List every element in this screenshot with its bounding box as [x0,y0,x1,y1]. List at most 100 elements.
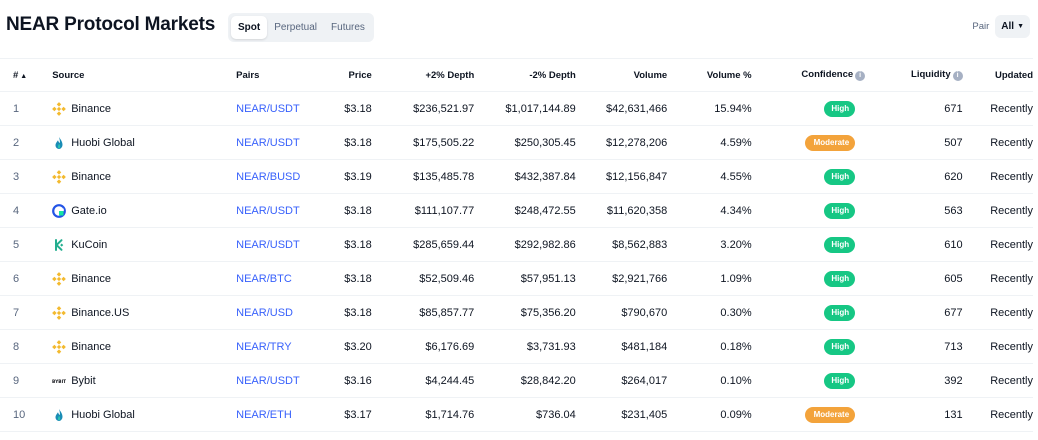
source-header[interactable]: Source [52,69,85,81]
info-icon[interactable]: i [855,71,866,81]
pair-link[interactable]: NEAR/BTC [236,272,292,285]
exchange-name[interactable]: KuCoin [71,238,108,251]
tab-perpetual[interactable]: Perpetual [274,22,318,33]
rank-cell: 4 [13,204,20,217]
pair-cell: NEAR/USD [236,296,326,330]
table-row[interactable]: 8 Binance NEAR/TRY $3.20 $6,176.69 $3,731.93 $… [0,330,1033,364]
price-cell: $3.18 [344,238,372,251]
source-cell[interactable]: Huobi Global [45,398,236,432]
updated-cell: Recently [990,170,1033,183]
source-cell[interactable]: Binance [45,330,236,364]
volume-cell: $12,278,206 [606,136,668,149]
confidence-cell: High [752,92,866,126]
updated-header[interactable]: Updated [995,69,1033,81]
exchange-name[interactable]: Huobi Global [71,136,135,149]
confidence-badge: High [824,304,856,321]
table-row[interactable]: 3 Binance NEAR/BUSD $3.19 $135,485.78 $432,38… [0,160,1033,194]
info-icon[interactable]: i [952,71,963,81]
source-cell[interactable]: Huobi Global [45,126,236,160]
liquidity-cell: 713 [944,340,963,353]
exchange-name[interactable]: Binance.US [71,306,130,319]
exchange-name[interactable]: Binance [71,272,111,285]
depth-minus-cell: $250,305.45 [514,136,576,149]
table-row[interactable]: 10 Huobi Global NEAR/ETH $3.17 $1,714.76 $736… [0,398,1033,432]
depth-minus-cell: $3,731.93 [526,340,576,353]
confidence-badge: High [824,338,856,355]
depth-plus-cell: $285,659.44 [413,238,475,251]
confidence-header[interactable]: Confidence i [752,59,866,92]
tab-futures[interactable]: Futures [331,22,365,33]
confidence-cell: High [752,228,866,262]
source-cell[interactable]: Binance [45,160,236,194]
confidence-badge: High [824,270,856,287]
pair-link[interactable]: NEAR/USDT [236,136,300,149]
source-cell[interactable]: Binance [45,92,236,126]
liquidity-header[interactable]: Liquidity i [865,59,963,92]
table-row[interactable]: 1 Binance NEAR/USDT $3.18 $236,521.97 $1,017,… [0,92,1033,126]
depth-minus-header[interactable]: -2% Depth [529,69,576,81]
table-row[interactable]: 7 Binance.US NEAR/USD $3.18 $85,857.77 $75,35… [0,296,1033,330]
volume-pct-header[interactable]: Volume % [706,69,752,81]
gateio-logo-icon [52,203,67,218]
source-cell[interactable]: BYBIT Bybit [45,364,236,398]
confidence-badge: Moderate [805,134,856,151]
updated-cell: Recently [990,340,1033,353]
table-row[interactable]: 2 Huobi Global NEAR/USDT $3.18 $175,505.22 $2… [0,126,1033,160]
depth-plus-header[interactable]: +2% Depth [425,69,475,81]
table-row[interactable]: 5 KuCoin NEAR/USDT $3.18 $285,659.44 $292,982… [0,228,1033,262]
rank-header[interactable]: # ▲ [13,69,28,81]
price-cell: $3.18 [344,136,372,149]
volume-pct-cell: 4.34% [720,204,752,217]
pair-select[interactable]: All ▼ [995,15,1030,38]
volume-pct-cell: 15.94% [714,102,752,115]
pair-link[interactable]: NEAR/USDT [236,204,300,217]
depth-minus-cell: $28,842.20 [520,374,576,387]
volume-pct-cell: 3.20% [720,238,752,251]
exchange-name[interactable]: Huobi Global [71,408,135,421]
rank-cell: 5 [13,238,20,251]
liquidity-cell: 392 [944,374,963,387]
pair-link[interactable]: NEAR/USDT [236,102,300,115]
pair-link[interactable]: NEAR/USDT [236,374,300,387]
huobi-logo-icon [52,136,66,150]
table-row[interactable]: 4 Gate.io NEAR/USDT $3.18 $111,107.77 $248,47… [0,194,1033,228]
exchange-name[interactable]: Binance [71,170,111,183]
pair-link[interactable]: NEAR/USDT [236,238,300,251]
exchange-name[interactable]: Binance [71,102,111,115]
pair-link[interactable]: NEAR/TRY [236,340,292,353]
price-cell: $3.16 [344,374,372,387]
volume-cell: $264,017 [621,374,668,387]
pair-cell: NEAR/USDT [236,92,326,126]
pair-cell: NEAR/USDT [236,364,326,398]
svg-text:BYBIT: BYBIT [52,378,66,384]
bybit-logo-icon: BYBIT [52,374,66,388]
table-row[interactable]: 6 Binance NEAR/BTC $3.18 $52,509.46 $57,951.1… [0,262,1033,296]
pair-link[interactable]: NEAR/BUSD [236,170,301,183]
liquidity-cell: 605 [944,272,963,285]
kucoin-logo-icon [52,238,66,252]
pair-link[interactable]: NEAR/ETH [236,408,292,421]
exchange-name[interactable]: Bybit [71,374,96,387]
tab-spot[interactable]: Spot [231,16,268,39]
pair-cell: NEAR/BUSD [236,160,326,194]
pair-link[interactable]: NEAR/USD [236,306,293,319]
source-cell[interactable]: KuCoin [45,228,236,262]
source-cell[interactable]: Gate.io [45,194,236,228]
confidence-cell: High [752,194,866,228]
source-cell[interactable]: Binance [45,262,236,296]
depth-plus-cell: $111,107.77 [414,204,475,217]
market-type-tabs: Spot Perpetual Futures [228,13,374,42]
table-row[interactable]: 9 BYBIT Bybit NEAR/USDT $3.16 $4,244.45 $28,84… [0,364,1033,398]
exchange-name[interactable]: Binance [71,340,111,353]
liquidity-cell: 507 [944,136,963,149]
price-header[interactable]: Price [348,69,372,81]
rank-cell: 7 [13,306,20,319]
volume-header[interactable]: Volume [633,69,668,81]
source-cell[interactable]: Binance.US [45,296,236,330]
exchange-name[interactable]: Gate.io [71,204,107,217]
pairs-header[interactable]: Pairs [236,69,260,81]
confidence-badge: High [824,100,856,117]
rank-cell: 1 [13,102,20,115]
pair-cell: NEAR/ETH [236,398,326,432]
price-cell: $3.18 [344,204,372,217]
